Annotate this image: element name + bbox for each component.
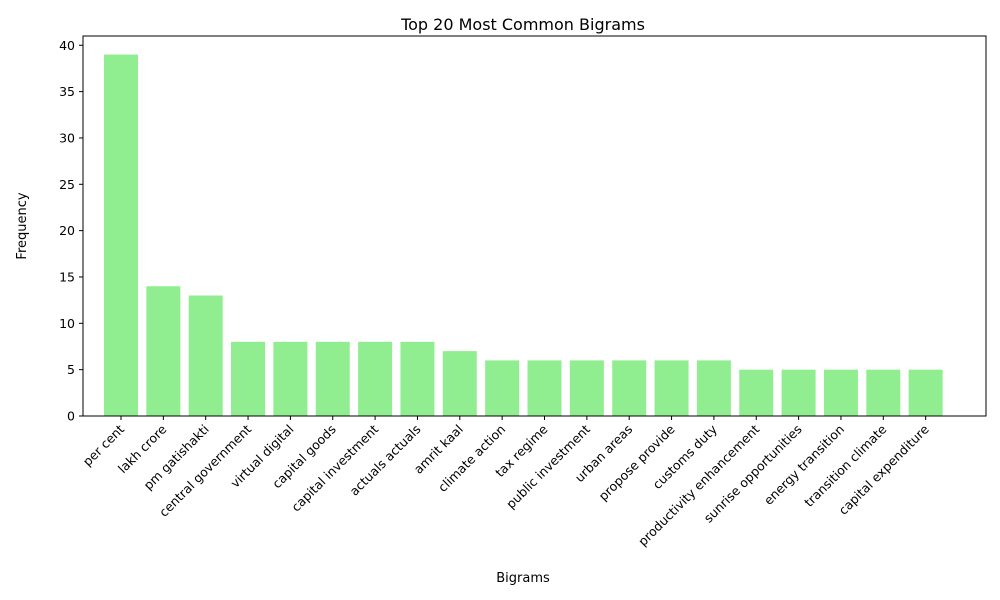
y-tick-label: 15 xyxy=(59,269,75,284)
bar xyxy=(273,341,308,416)
y-tick-label: 20 xyxy=(59,223,75,238)
bar xyxy=(569,360,604,416)
bars-group xyxy=(104,54,943,416)
bar xyxy=(400,341,435,416)
bar xyxy=(654,360,689,416)
bar xyxy=(781,369,816,416)
bar xyxy=(696,360,731,416)
x-tick-label: energy transition xyxy=(761,422,847,508)
y-tick-label: 5 xyxy=(67,362,75,377)
bar xyxy=(442,351,477,416)
y-tick-label: 40 xyxy=(59,38,75,53)
bar xyxy=(527,360,562,416)
bar xyxy=(231,341,266,416)
bar xyxy=(146,286,181,416)
bar xyxy=(358,341,393,416)
chart-title: Top 20 Most Common Bigrams xyxy=(400,15,645,34)
y-tick-label: 30 xyxy=(59,130,75,145)
bar xyxy=(866,369,901,416)
bar xyxy=(188,295,223,416)
plot-frame xyxy=(82,35,987,417)
bar xyxy=(612,360,647,416)
x-tick-label: propose provide xyxy=(596,421,678,503)
x-axis-label: Bigrams xyxy=(496,571,550,586)
y-tick-label: 10 xyxy=(59,316,75,331)
bar xyxy=(739,369,774,416)
y-tick-label: 35 xyxy=(59,84,75,99)
bar xyxy=(823,369,858,416)
y-axis: 0 5 10 15 20 25 30 35 40 xyxy=(59,38,83,424)
bar xyxy=(315,341,350,416)
y-axis-label: Frequency xyxy=(15,192,30,259)
y-tick-label: 25 xyxy=(59,177,75,192)
bar xyxy=(485,360,520,416)
bar xyxy=(104,54,138,416)
y-tick-label: 0 xyxy=(67,409,75,424)
bar xyxy=(908,369,943,416)
